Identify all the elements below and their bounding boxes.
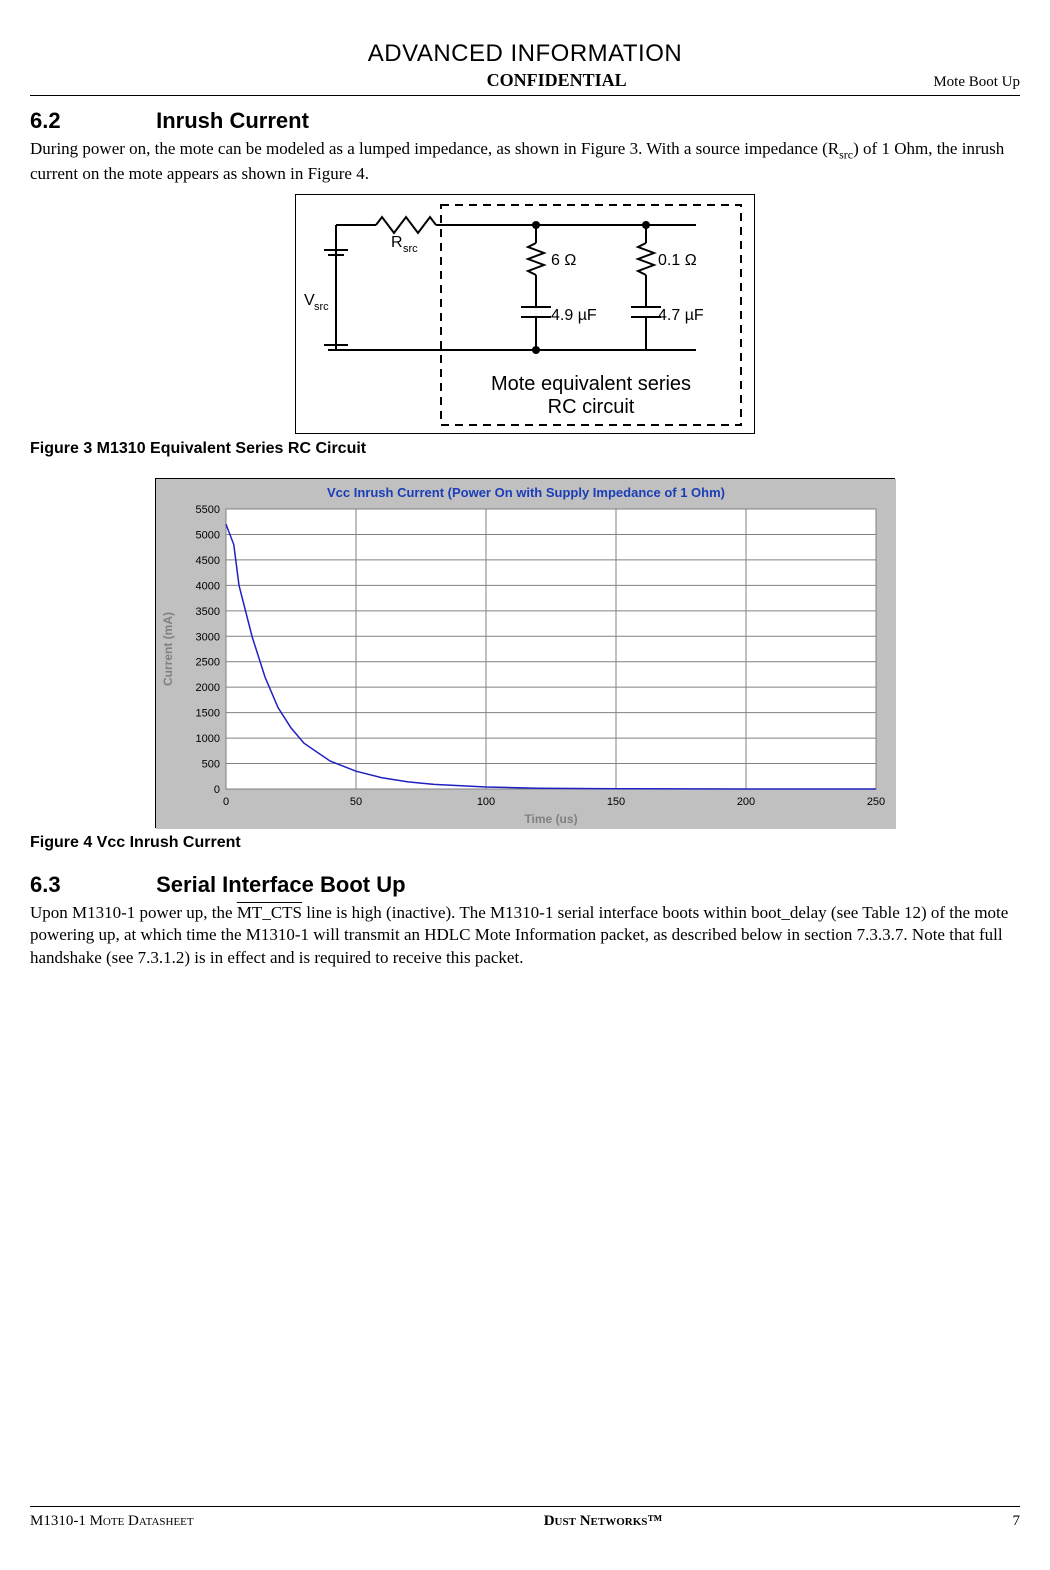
confidential-label: CONFIDENTIAL: [180, 70, 933, 91]
figure-3-container: Vsrc Rsrc 6 Ω 4.9 µF 0.1 Ω: [30, 194, 1020, 434]
svg-text:4500: 4500: [196, 554, 220, 566]
section-6-3-title: Serial Interface Boot Up: [156, 872, 405, 897]
svg-text:2000: 2000: [196, 682, 220, 694]
svg-text:200: 200: [737, 796, 755, 808]
svg-text:src: src: [314, 301, 329, 313]
svg-text:2500: 2500: [196, 656, 220, 668]
svg-text:src: src: [403, 243, 418, 255]
svg-text:Time (us): Time (us): [524, 812, 577, 826]
header-row: CONFIDENTIAL Mote Boot Up: [30, 70, 1020, 96]
figure-4-caption: Figure 4 Vcc Inrush Current: [30, 834, 1020, 852]
banner: ADVANCED INFORMATION: [30, 40, 1020, 68]
section-6-3-body: Upon M1310-1 power up, the MT_CTS line i…: [30, 902, 1020, 971]
footer-center: Dust Networks™: [194, 1513, 1013, 1530]
svg-text:0.1 Ω: 0.1 Ω: [658, 252, 697, 269]
circuit-diagram: Vsrc Rsrc 6 Ω 4.9 µF 0.1 Ω: [295, 194, 755, 434]
svg-text:150: 150: [607, 796, 625, 808]
svg-text:Current (mA): Current (mA): [161, 612, 175, 686]
svg-text:Mote equivalent series: Mote equivalent series: [491, 373, 691, 395]
header-right: Mote Boot Up: [933, 74, 1020, 91]
section-6-2-heading: 6.2 Inrush Current: [30, 108, 1020, 134]
svg-text:6 Ω: 6 Ω: [551, 252, 576, 269]
svg-text:RC circuit: RC circuit: [548, 396, 635, 418]
svg-text:1000: 1000: [196, 733, 220, 745]
section-6-3-num: 6.3: [30, 872, 150, 898]
figure-4-container: 0501001502002500500100015002000250030003…: [30, 478, 1020, 828]
inrush-chart: 0501001502002500500100015002000250030003…: [155, 478, 895, 828]
svg-text:0: 0: [223, 796, 229, 808]
svg-text:4000: 4000: [196, 580, 220, 592]
svg-text:5500: 5500: [196, 504, 220, 516]
section-6-2-body: During power on, the mote can be modeled…: [30, 138, 1020, 186]
svg-text:Vcc Inrush Current (Power On w: Vcc Inrush Current (Power On with Supply…: [327, 485, 725, 500]
svg-text:3000: 3000: [196, 631, 220, 643]
svg-text:5000: 5000: [196, 529, 220, 541]
section-6-3-heading: 6.3 Serial Interface Boot Up: [30, 872, 1020, 898]
figure-3-caption: Figure 3 M1310 Equivalent Series RC Circ…: [30, 440, 1020, 458]
svg-text:250: 250: [867, 796, 885, 808]
svg-text:1500: 1500: [196, 707, 220, 719]
svg-text:500: 500: [202, 758, 220, 770]
footer-left: M1310-1 Mote Datasheet: [30, 1513, 194, 1530]
footer: M1310-1 Mote Datasheet Dust Networks™ 7: [30, 1506, 1020, 1530]
svg-text:100: 100: [477, 796, 495, 808]
svg-text:4.7 µF: 4.7 µF: [658, 307, 704, 324]
svg-text:0: 0: [214, 784, 220, 796]
svg-text:3500: 3500: [196, 605, 220, 617]
svg-text:4.9 µF: 4.9 µF: [551, 307, 597, 324]
svg-text:50: 50: [350, 796, 362, 808]
svg-text:R: R: [391, 234, 403, 251]
section-6-2-num: 6.2: [30, 108, 150, 134]
footer-page: 7: [1013, 1513, 1021, 1530]
section-6-2-title: Inrush Current: [156, 108, 309, 133]
